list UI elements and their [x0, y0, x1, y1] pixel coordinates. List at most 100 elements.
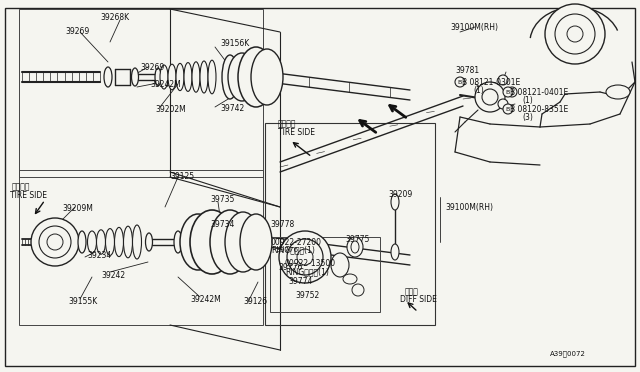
- Ellipse shape: [176, 63, 184, 91]
- Ellipse shape: [352, 284, 364, 296]
- Ellipse shape: [391, 194, 399, 210]
- Text: A39（0072: A39（0072: [550, 351, 586, 357]
- Text: 39734: 39734: [210, 219, 234, 228]
- Ellipse shape: [180, 214, 216, 270]
- Ellipse shape: [391, 244, 399, 260]
- Bar: [19, 9, 263, 177]
- Ellipse shape: [155, 68, 161, 86]
- Ellipse shape: [168, 64, 176, 90]
- Text: 39781: 39781: [455, 65, 479, 74]
- Ellipse shape: [174, 231, 182, 253]
- Circle shape: [287, 239, 323, 275]
- Text: 39100M(RH): 39100M(RH): [450, 22, 498, 32]
- Ellipse shape: [606, 85, 630, 99]
- Ellipse shape: [222, 55, 238, 99]
- Circle shape: [555, 14, 595, 54]
- Text: (3): (3): [522, 112, 533, 122]
- Circle shape: [47, 234, 63, 250]
- Ellipse shape: [115, 227, 124, 257]
- Ellipse shape: [88, 231, 97, 253]
- Text: B: B: [505, 90, 509, 94]
- Text: 39155K: 39155K: [68, 296, 97, 305]
- Ellipse shape: [240, 214, 272, 270]
- Ellipse shape: [132, 225, 141, 259]
- Text: 39209M: 39209M: [62, 203, 93, 212]
- Circle shape: [545, 4, 605, 64]
- Text: デフ側: デフ側: [405, 288, 419, 296]
- Ellipse shape: [78, 231, 86, 253]
- Ellipse shape: [192, 62, 200, 92]
- Ellipse shape: [145, 233, 152, 251]
- Bar: [270, 237, 380, 312]
- Text: 39735: 39735: [210, 195, 234, 203]
- Circle shape: [482, 89, 498, 105]
- Text: 39774: 39774: [288, 278, 312, 286]
- Text: DIFF SIDE: DIFF SIDE: [400, 295, 437, 305]
- Text: タイヤ側: タイヤ側: [12, 183, 31, 192]
- Text: タイヤ側: タイヤ側: [278, 119, 296, 128]
- Text: 39269: 39269: [65, 26, 89, 35]
- Bar: [265, 123, 435, 325]
- Text: B 08120-8351E: B 08120-8351E: [510, 105, 568, 113]
- Ellipse shape: [343, 274, 357, 284]
- Text: 39776: 39776: [278, 263, 302, 272]
- Text: 39775: 39775: [345, 234, 369, 244]
- Ellipse shape: [160, 65, 168, 89]
- Text: 39778: 39778: [270, 219, 294, 228]
- Ellipse shape: [210, 210, 250, 274]
- Circle shape: [567, 26, 583, 42]
- Ellipse shape: [225, 212, 261, 272]
- Text: 39269: 39269: [140, 62, 164, 71]
- Ellipse shape: [347, 237, 363, 257]
- Text: 39100M(RH): 39100M(RH): [445, 202, 493, 212]
- Text: TIRE SIDE: TIRE SIDE: [10, 190, 47, 199]
- Circle shape: [498, 75, 508, 85]
- Text: 39234: 39234: [87, 250, 111, 260]
- Circle shape: [31, 218, 79, 266]
- Text: 39209: 39209: [388, 189, 412, 199]
- Ellipse shape: [131, 68, 138, 86]
- Circle shape: [498, 99, 508, 109]
- Text: 39752: 39752: [295, 291, 319, 299]
- Circle shape: [503, 104, 513, 114]
- Ellipse shape: [208, 60, 216, 94]
- Ellipse shape: [238, 47, 274, 107]
- Text: 39242: 39242: [101, 272, 125, 280]
- Text: 39268K: 39268K: [100, 13, 129, 22]
- Text: 00922-13500: 00922-13500: [285, 260, 336, 269]
- Circle shape: [455, 77, 465, 87]
- Text: 39776: 39776: [275, 247, 298, 253]
- Ellipse shape: [200, 61, 208, 93]
- Text: 39125: 39125: [170, 171, 194, 180]
- Text: TIRE SIDE: TIRE SIDE: [278, 128, 315, 137]
- Ellipse shape: [106, 229, 115, 256]
- Circle shape: [503, 87, 513, 97]
- Circle shape: [39, 226, 71, 258]
- Text: 39242M: 39242M: [190, 295, 221, 304]
- Text: B 08121-0401E: B 08121-0401E: [510, 87, 568, 96]
- Ellipse shape: [331, 253, 349, 277]
- Text: RINGリング(1): RINGリング(1): [285, 267, 329, 276]
- Ellipse shape: [97, 230, 106, 254]
- Ellipse shape: [251, 49, 283, 105]
- Circle shape: [475, 82, 505, 112]
- Ellipse shape: [351, 241, 359, 253]
- Ellipse shape: [228, 53, 256, 101]
- Circle shape: [507, 87, 517, 97]
- Text: 39242M: 39242M: [150, 80, 180, 89]
- Bar: [19, 170, 263, 325]
- Text: (1): (1): [473, 86, 484, 94]
- Text: 39126: 39126: [243, 298, 267, 307]
- Text: 39156K: 39156K: [220, 38, 249, 48]
- Text: RINGリング(1): RINGリング(1): [271, 246, 315, 254]
- Text: 39202M: 39202M: [155, 105, 186, 113]
- Text: 00922-27200: 00922-27200: [271, 237, 322, 247]
- Text: 39742: 39742: [220, 103, 244, 112]
- Text: (1): (1): [522, 96, 532, 105]
- Circle shape: [279, 231, 331, 283]
- Circle shape: [297, 249, 313, 265]
- Text: B: B: [457, 80, 461, 84]
- Text: B: B: [505, 106, 509, 112]
- Ellipse shape: [190, 210, 234, 274]
- Text: B 08121-0301E: B 08121-0301E: [462, 77, 520, 87]
